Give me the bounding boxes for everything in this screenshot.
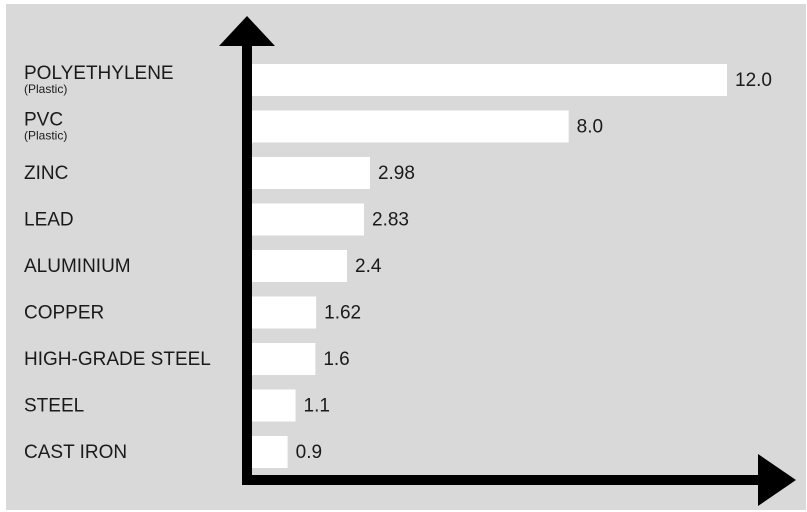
category-label: LEAD: [24, 210, 74, 231]
category-sublabel: (Plastic): [24, 129, 67, 143]
value-label: 8.0: [577, 117, 603, 138]
category-label: ALUMINIUM: [24, 256, 131, 277]
bar: [252, 389, 296, 422]
value-label: 1.62: [324, 303, 361, 324]
category-label: COPPER: [24, 303, 104, 324]
x-axis-arrowhead: [758, 454, 796, 506]
category-label: PVC: [24, 110, 63, 131]
category-labels-group: POLYETHYLENE(Plastic)PVC(Plastic)ZINCLEA…: [24, 63, 211, 463]
bars-group: [252, 64, 727, 468]
bar-chart: POLYETHYLENE(Plastic)PVC(Plastic)ZINCLEA…: [6, 4, 806, 510]
bar: [252, 296, 317, 329]
value-label: 2.98: [378, 163, 415, 184]
axes-group: [219, 16, 796, 506]
y-axis-arrowhead: [219, 16, 275, 46]
bar: [252, 203, 365, 236]
category-label: STEEL: [24, 396, 84, 417]
bar: [252, 436, 288, 468]
category-sublabel: (Plastic): [24, 82, 67, 96]
value-labels-group: 12.0 8.0 2.98 2.83 2.4 1.62 1.6 1.1 0.9: [296, 70, 772, 463]
bar: [252, 343, 316, 375]
chart-panel: POLYETHYLENE (Plastic) PVC (Plastic) ZINC LEA…: [6, 4, 806, 510]
value-label: 12.0: [735, 70, 772, 91]
category-label: CAST IRON: [24, 442, 127, 463]
category-label: POLYETHYLENE: [24, 63, 174, 84]
value-label: 1.6: [323, 349, 349, 370]
value-label: 0.9: [296, 442, 322, 463]
bar: [252, 110, 569, 143]
value-label: 2.83: [372, 210, 409, 231]
bar: [252, 250, 347, 282]
bar: [252, 157, 370, 189]
category-label: HIGH-GRADE STEEL: [24, 349, 211, 370]
category-label: ZINC: [24, 163, 68, 184]
value-label: 2.4: [355, 256, 382, 277]
bar: [252, 64, 727, 96]
value-label: 1.1: [304, 396, 330, 417]
